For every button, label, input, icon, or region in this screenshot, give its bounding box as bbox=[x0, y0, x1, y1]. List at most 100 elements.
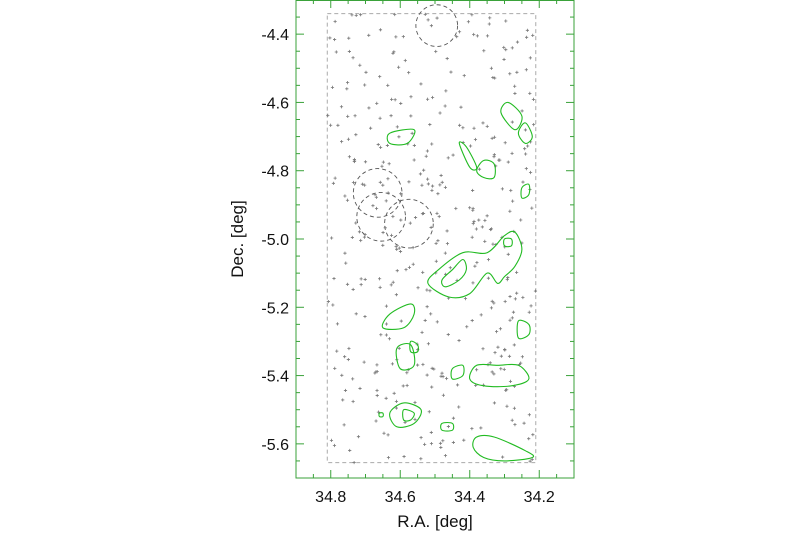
galaxy-point bbox=[515, 270, 519, 274]
galaxy-point bbox=[426, 182, 430, 186]
galaxy-point bbox=[374, 206, 379, 211]
x-tick-label: 34.4 bbox=[454, 489, 485, 506]
galaxy-point bbox=[519, 218, 523, 222]
galaxy-point bbox=[522, 421, 526, 425]
galaxy-point bbox=[399, 101, 403, 106]
galaxy-point bbox=[513, 91, 517, 96]
galaxy-point bbox=[430, 142, 434, 146]
galaxy-point bbox=[329, 438, 334, 442]
galaxy-point bbox=[532, 123, 536, 127]
galaxy-point bbox=[430, 184, 435, 188]
galaxy-point bbox=[351, 180, 356, 185]
galaxy-point bbox=[428, 122, 432, 127]
galaxy-point bbox=[407, 265, 412, 269]
galaxy-point bbox=[531, 433, 535, 437]
galaxy-point bbox=[503, 299, 507, 304]
galaxy-point bbox=[326, 113, 330, 118]
galaxy-point bbox=[425, 288, 429, 292]
contour-outer bbox=[520, 183, 531, 199]
galaxy-point bbox=[439, 173, 443, 178]
galaxy-point bbox=[354, 312, 358, 316]
galaxy-point bbox=[394, 399, 399, 404]
overdensity-contours bbox=[378, 101, 535, 462]
galaxy-point bbox=[381, 243, 385, 247]
galaxy-point bbox=[493, 76, 497, 80]
galaxy-point bbox=[411, 246, 415, 250]
masked-region bbox=[352, 168, 403, 218]
contour-outer bbox=[386, 128, 416, 146]
galaxy-point bbox=[326, 299, 330, 304]
galaxy-point bbox=[413, 417, 417, 421]
galaxy-point bbox=[483, 218, 487, 223]
galaxy-point bbox=[492, 155, 496, 159]
galaxy-point bbox=[409, 114, 413, 118]
galaxy-point bbox=[346, 114, 350, 118]
galaxy-point bbox=[462, 74, 466, 78]
masked-region bbox=[356, 192, 406, 242]
galaxy-point bbox=[397, 65, 401, 69]
galaxy-point bbox=[527, 437, 531, 441]
galaxy-point bbox=[443, 251, 447, 255]
galaxy-point bbox=[502, 367, 506, 372]
galaxy-point bbox=[412, 158, 416, 162]
galaxy-point bbox=[343, 388, 348, 393]
contour-outer bbox=[516, 319, 531, 340]
contour-outer bbox=[450, 364, 465, 380]
galaxy-point bbox=[376, 410, 381, 414]
galaxy-point bbox=[527, 310, 531, 314]
galaxy-point bbox=[336, 123, 340, 127]
galaxy-point bbox=[374, 419, 378, 423]
galaxy-point bbox=[394, 244, 398, 249]
galaxy-point bbox=[347, 155, 352, 159]
galaxy-point bbox=[525, 28, 529, 32]
galaxy-point bbox=[490, 299, 494, 303]
galaxy-point bbox=[471, 222, 475, 226]
galaxy-point bbox=[441, 439, 445, 443]
galaxy-point bbox=[524, 152, 528, 156]
galaxy-point bbox=[342, 423, 346, 427]
galaxy-point bbox=[330, 236, 334, 240]
galaxy-point bbox=[331, 181, 336, 185]
galaxy-point bbox=[378, 180, 382, 184]
galaxy-point bbox=[446, 156, 450, 160]
galaxy-point bbox=[346, 357, 350, 362]
galaxy-point bbox=[492, 372, 496, 376]
axes: 34.8 34.6 34.4 34.2 -4.4 -4.6 -4.8 -5.0 -5.2 -5.4… bbox=[261, 0, 575, 506]
galaxy-point bbox=[504, 48, 508, 52]
galaxy-point bbox=[429, 312, 433, 316]
galaxy-point bbox=[426, 342, 431, 346]
galaxy-point bbox=[357, 230, 362, 234]
galaxy-point bbox=[510, 316, 514, 320]
galaxy-point bbox=[408, 221, 412, 225]
galaxy-point bbox=[386, 433, 390, 437]
galaxy-point bbox=[491, 75, 495, 80]
galaxy-point bbox=[515, 70, 519, 74]
galaxy-point bbox=[485, 124, 489, 128]
galaxy-point bbox=[395, 269, 399, 273]
galaxy-point bbox=[351, 287, 355, 292]
galaxy-point bbox=[362, 235, 367, 239]
galaxy-point bbox=[468, 144, 473, 148]
galaxy-point bbox=[345, 87, 349, 91]
galaxy-point bbox=[434, 259, 438, 263]
galaxy-point bbox=[488, 16, 492, 20]
y-tick-label: -5.4 bbox=[261, 369, 289, 386]
galaxy-point bbox=[511, 310, 516, 314]
galaxy-point bbox=[437, 214, 441, 219]
galaxy-point bbox=[492, 401, 497, 405]
galaxy-point bbox=[380, 164, 384, 168]
galaxy-point bbox=[463, 297, 468, 301]
galaxy-point bbox=[436, 192, 440, 196]
galaxy-point bbox=[470, 235, 474, 239]
galaxy-point bbox=[473, 264, 477, 268]
galaxy-point bbox=[376, 142, 380, 147]
galaxy-point bbox=[434, 241, 438, 245]
galaxy-point bbox=[345, 198, 350, 202]
galaxy-point bbox=[508, 72, 512, 76]
galaxy-point bbox=[525, 35, 529, 39]
galaxy-point bbox=[409, 95, 413, 99]
galaxy-point bbox=[510, 120, 514, 124]
galaxy-point bbox=[426, 18, 430, 22]
galaxy-point bbox=[485, 214, 489, 218]
galaxy-point bbox=[423, 442, 427, 446]
